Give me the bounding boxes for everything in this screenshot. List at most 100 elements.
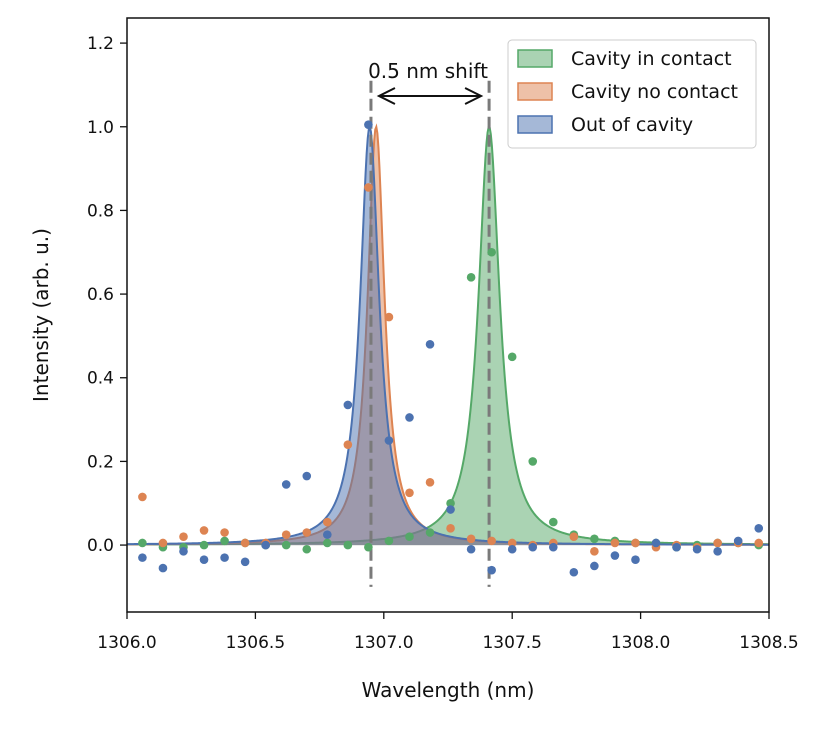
data-point: [241, 558, 250, 567]
data-point: [487, 566, 496, 575]
y-tick-label: 0.6: [87, 285, 114, 305]
fit-line-2: [127, 127, 769, 545]
data-point: [159, 564, 168, 573]
data-point: [713, 539, 722, 548]
fit-area-2: [127, 127, 769, 545]
data-point: [508, 353, 517, 362]
fit-area-0: [127, 127, 769, 545]
data-point: [302, 528, 311, 537]
data-point: [570, 568, 579, 577]
data-point: [754, 524, 763, 533]
data-point: [549, 543, 558, 552]
fit-area-1: [127, 127, 769, 545]
data-point: [693, 545, 702, 554]
data-point: [467, 273, 476, 282]
data-point: [261, 541, 270, 550]
data-point: [405, 413, 414, 422]
data-point: [713, 547, 722, 556]
data-point: [364, 120, 373, 129]
y-tick-label: 0.4: [87, 369, 114, 389]
data-point: [282, 530, 291, 539]
y-axis-label: Intensity (arb. u.): [29, 228, 53, 402]
data-points: [138, 120, 763, 576]
data-point: [323, 539, 332, 548]
data-point: [179, 532, 188, 541]
data-point: [282, 480, 291, 489]
data-point: [344, 541, 353, 550]
data-point: [672, 543, 681, 552]
data-point: [426, 340, 435, 349]
data-point: [467, 545, 476, 554]
x-tick-label: 1307.0: [354, 633, 413, 653]
data-point: [754, 539, 763, 548]
data-point: [611, 551, 620, 560]
legend-label: Cavity no contact: [571, 81, 738, 103]
data-point: [487, 248, 496, 257]
y-tick-label: 0.8: [87, 201, 114, 221]
data-point: [426, 528, 435, 537]
data-point: [446, 505, 455, 514]
data-point: [631, 555, 640, 564]
data-point: [344, 401, 353, 410]
y-tick-label: 1.2: [87, 34, 114, 54]
data-point: [200, 555, 209, 564]
data-point: [652, 539, 661, 548]
y-tick-label: 0.2: [87, 452, 114, 472]
shift-arrow: [379, 88, 481, 104]
legend-swatch: [518, 83, 552, 100]
legend-label: Out of cavity: [571, 114, 693, 136]
data-point: [446, 524, 455, 533]
data-point: [528, 543, 537, 552]
data-point: [241, 539, 250, 548]
fit-curves: [127, 127, 769, 545]
x-tick-label: 1308.0: [611, 633, 670, 653]
x-tick-label: 1306.0: [97, 633, 156, 653]
data-point: [364, 543, 373, 552]
data-point: [220, 528, 229, 537]
x-axis-label: Wavelength (nm): [362, 678, 535, 702]
legend-swatch: [518, 116, 552, 133]
y-tick-label: 0.0: [87, 536, 114, 556]
shift-annotation: 0.5 nm shift: [368, 59, 488, 104]
data-point: [302, 472, 311, 481]
x-tick-label: 1306.5: [226, 633, 285, 653]
data-point: [200, 526, 209, 535]
fit-line-0: [127, 127, 769, 544]
data-point: [590, 547, 599, 556]
data-point: [282, 541, 291, 550]
data-point: [302, 545, 311, 554]
data-point: [631, 539, 640, 548]
data-point: [590, 562, 599, 571]
data-point: [590, 534, 599, 543]
data-point: [426, 478, 435, 487]
y-tick-label: 1.0: [87, 118, 114, 138]
data-point: [159, 539, 168, 548]
legend: Cavity in contact Cavity no contact Out of…: [508, 40, 756, 148]
fit-line-1: [127, 127, 769, 545]
data-point: [611, 539, 620, 548]
data-point: [385, 313, 394, 322]
data-point: [323, 530, 332, 539]
data-point: [467, 534, 476, 543]
data-point: [364, 183, 373, 192]
data-point: [528, 457, 537, 466]
data-point: [487, 537, 496, 546]
data-point: [570, 532, 579, 541]
x-tick-label: 1308.5: [739, 633, 798, 653]
legend-swatch: [518, 50, 552, 67]
data-point: [405, 488, 414, 497]
data-point: [385, 537, 394, 546]
data-point: [179, 547, 188, 556]
data-point: [405, 532, 414, 541]
shift-label: 0.5 nm shift: [368, 59, 488, 83]
data-point: [138, 553, 147, 562]
data-point: [220, 537, 229, 546]
data-point: [200, 541, 209, 550]
data-point: [508, 545, 517, 554]
data-point: [549, 518, 558, 527]
x-tick-label: 1307.5: [482, 633, 541, 653]
legend-label: Cavity in contact: [571, 48, 732, 70]
data-point: [138, 539, 147, 548]
data-point: [323, 518, 332, 527]
data-point: [344, 440, 353, 449]
